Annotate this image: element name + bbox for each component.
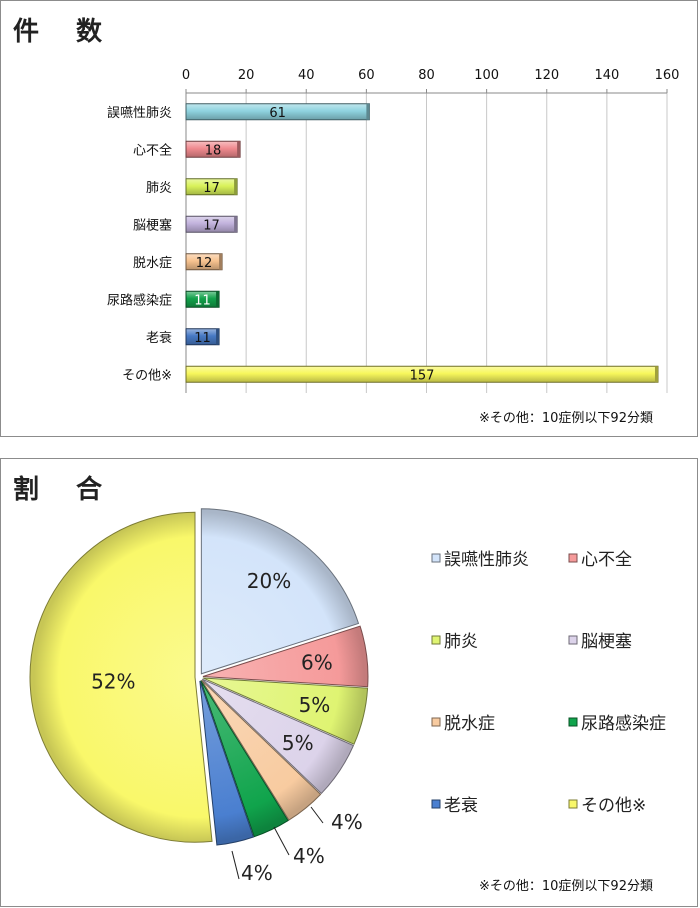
bar-value-label: 18 (205, 143, 222, 158)
bar-value-label: 11 (194, 331, 211, 346)
pie-percent-label: 20% (247, 569, 291, 593)
pie-slice-item-6 (200, 680, 289, 838)
pie-percent-label: 4% (293, 844, 325, 868)
legend-swatch (431, 717, 441, 727)
legend-label: 心不全 (581, 550, 632, 570)
x-tick-label: 80 (418, 68, 435, 83)
x-tick-label: 160 (655, 68, 680, 83)
x-tick-label: 120 (534, 68, 559, 83)
pie-chart-title: 割 合 (13, 475, 117, 505)
bar-end-cap (216, 291, 220, 308)
bar-value-label: 17 (203, 181, 220, 196)
pie-slice-item-3 (202, 677, 369, 745)
bar-value-label: 12 (196, 256, 213, 271)
x-tick-label: 100 (474, 68, 499, 83)
x-tick-label: 40 (298, 68, 315, 83)
bar-value-label: 157 (410, 368, 435, 383)
legend-label: 脱水症 (444, 714, 495, 734)
x-tick-label: 0 (182, 68, 190, 83)
legend-swatch (431, 553, 441, 563)
bar-end-cap (366, 103, 370, 120)
pie-percent-label: 4% (331, 810, 363, 834)
bar-end-cap (237, 141, 241, 158)
legend-swatch (431, 635, 441, 645)
x-tick-label: 20 (238, 68, 255, 83)
pie-slice-item-4 (201, 678, 355, 795)
y-category-label: 老衰 (146, 330, 172, 346)
y-category-label: 誤嚥性肺炎 (107, 105, 172, 121)
bar-value-label: 61 (269, 106, 286, 121)
pie-slice-item-8 (29, 511, 213, 843)
legend-label: その他※ (581, 796, 646, 816)
bar-chart-title: 件 数 (13, 17, 117, 47)
legend-label: 老衰 (444, 796, 478, 816)
bar-value-label: 11 (194, 293, 211, 308)
y-category-label: 脱水症 (133, 256, 172, 271)
pie-percent-label: 52% (91, 669, 135, 693)
legend-label: 誤嚥性肺炎 (444, 550, 529, 570)
legend-swatch (568, 717, 578, 727)
pie-leader-line (231, 850, 240, 880)
pie-chart-panel: 割 合 20% 6% 5% 5% 4% 4% 4% 52% 誤嚥性肺炎 心不全 肺炎 脳梗塞 脱水症 尿路… (0, 458, 698, 907)
pie-chart-note: ※その他：10症例以下92分類 (479, 879, 653, 894)
y-category-label: その他※ (122, 368, 172, 383)
x-tick-label: 140 (594, 68, 619, 83)
y-category-label: 脳梗塞 (133, 217, 172, 233)
x-tick-label: 60 (358, 68, 375, 83)
legend-label: 肺炎 (444, 632, 478, 652)
pie-slice-item-7 (199, 680, 255, 846)
pie-percent-label: 5% (282, 731, 314, 755)
pie-slice-item-1 (200, 508, 360, 675)
pie-leader-line (273, 826, 290, 856)
y-category-label: 心不全 (133, 142, 172, 158)
bar-end-cap (234, 216, 238, 233)
pie-slice-item-2 (202, 625, 369, 688)
bar-value-label: 17 (203, 218, 220, 233)
legend-swatch (568, 553, 578, 563)
y-category-label: 肺炎 (146, 181, 172, 196)
pie-leader-line (310, 806, 324, 824)
bar-chart-panel: 件 数 0 20 40 60 80 100 120 140 160 誤嚥性肺炎 61 心不全 18 肺炎 1… (0, 0, 698, 437)
legend-swatch (568, 635, 578, 645)
pie-percent-label: 5% (299, 693, 331, 717)
y-category-label: 尿路感染症 (107, 292, 172, 308)
bar-chart: 0 20 40 60 80 100 120 140 160 誤嚥性肺炎 61 心不全 18 肺炎 17 脳梗塞… (107, 68, 680, 393)
pie-slice-item-5 (201, 679, 322, 821)
bar-end-cap (654, 366, 658, 383)
bar-end-cap (219, 253, 223, 270)
legend-label: 脳梗塞 (581, 632, 632, 652)
pie-percent-label: 6% (301, 650, 333, 674)
pie-percent-label: 4% (241, 861, 273, 885)
bar-end-cap (216, 328, 220, 345)
legend-swatch (431, 799, 441, 809)
legend-label: 尿路感染症 (581, 714, 666, 734)
bar-chart-note: ※その他：10症例以下92分類 (479, 411, 653, 426)
legend-swatch (568, 799, 578, 809)
bar-end-cap (234, 178, 238, 195)
